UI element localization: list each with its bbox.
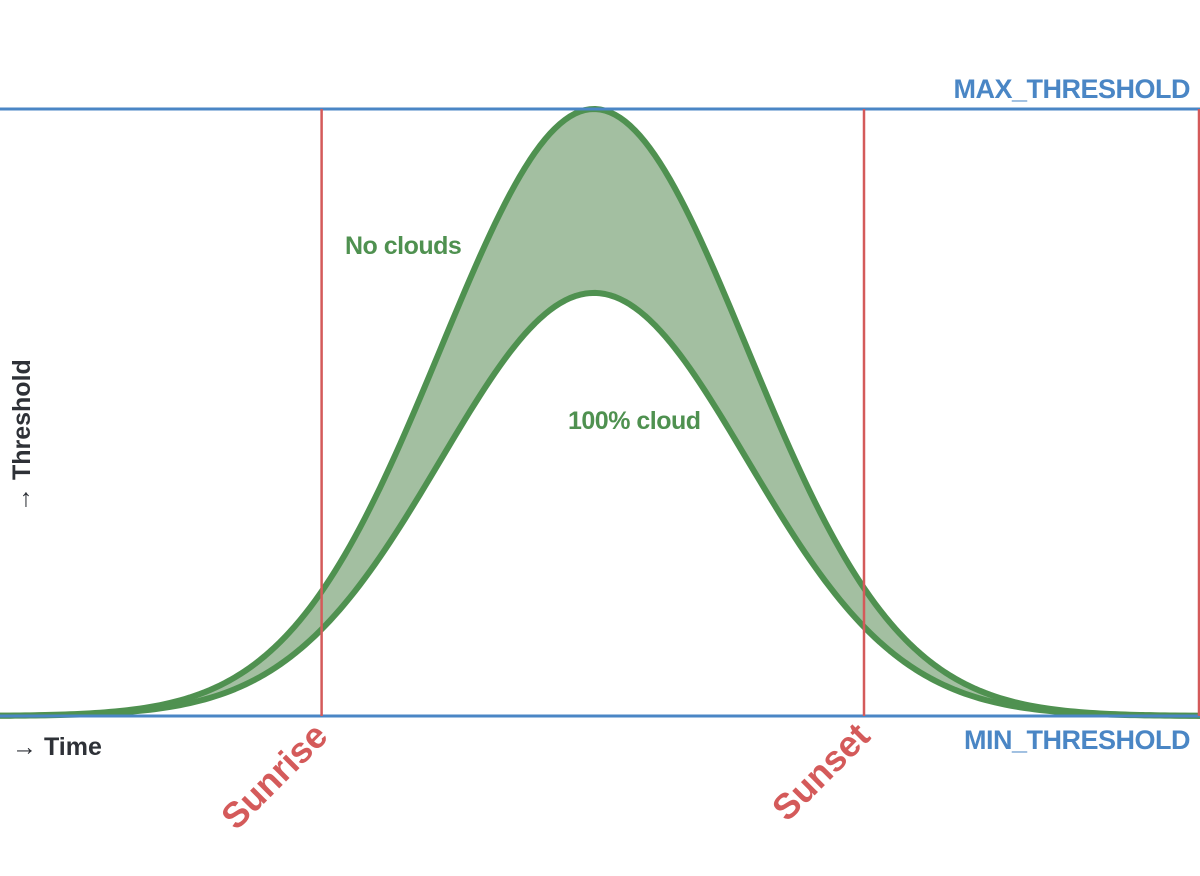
threshold-layer bbox=[0, 107, 1200, 718]
series-line-1 bbox=[0, 289, 1200, 719]
band-fill-layer bbox=[0, 109, 1200, 716]
min-threshold-label: MIN_THRESHOLD bbox=[964, 725, 1190, 755]
band-fill bbox=[0, 109, 1200, 716]
max-threshold-label: MAX_THRESHOLD bbox=[953, 74, 1190, 104]
event-label-sunset: Sunset bbox=[764, 715, 878, 829]
event-label-sunrise: Sunrise bbox=[213, 715, 335, 837]
x-axis-label: → Time bbox=[12, 733, 102, 761]
y-axis-label: → Threshold bbox=[8, 359, 36, 512]
series-label-100-cloud: 100% cloud bbox=[568, 407, 701, 435]
series-label-no-clouds: No clouds bbox=[345, 232, 461, 260]
